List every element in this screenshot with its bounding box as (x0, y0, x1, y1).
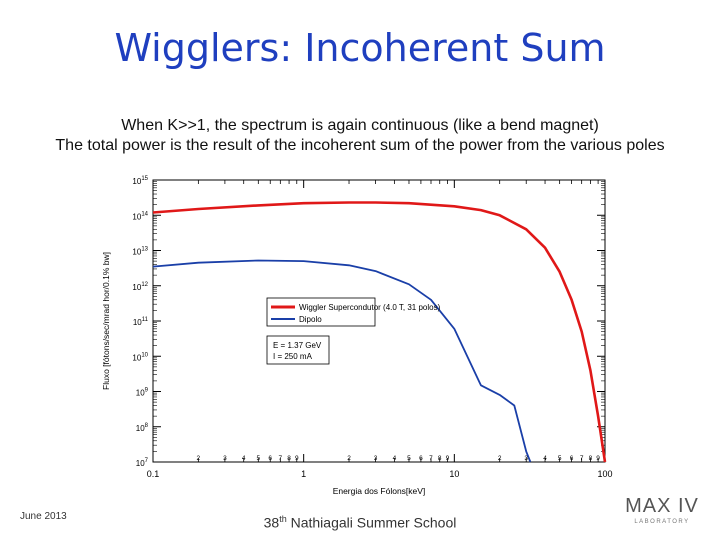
x-minor-tick-label: 2 (498, 455, 502, 462)
subtitle-line-2: The total power is the result of the inc… (55, 137, 665, 154)
subtitle-line-1: When K>>1, the spectrum is again continu… (121, 117, 599, 134)
x-minor-tick-label: 9 (596, 455, 600, 462)
x-minor-tick-label: 3 (374, 455, 378, 462)
x-minor-tick-label: 2 (347, 455, 351, 462)
annotation-box (266, 335, 330, 365)
x-minor-tick-label: 8 (438, 455, 442, 462)
x-minor-tick-label: 6 (268, 455, 272, 462)
x-minor-tick-label: 4 (242, 455, 246, 462)
x-minor-tick-label: 3 (223, 455, 227, 462)
x-minor-tick-label: 5 (558, 455, 562, 462)
x-minor-tick-label: 7 (429, 455, 433, 462)
x-minor-tick-label: 8 (589, 455, 593, 462)
x-minor-tick-label: 7 (279, 455, 283, 462)
x-minor-tick-label: 9 (446, 455, 450, 462)
x-tick-label: 0.1 (147, 469, 160, 479)
legend-label-dipole: Dipolo (299, 315, 322, 324)
x-minor-tick-label: 2 (197, 455, 201, 462)
y-tick-label: 1010 (132, 352, 148, 362)
footer-event-number: 38 (263, 514, 280, 531)
legend-label-wiggler: Wiggler Supercondutor (4.0 T, 31 polos) (299, 303, 441, 312)
chart-annotation: E = 1.37 GeV I = 250 mA (266, 335, 330, 365)
max-iv-logo: MAX IV LABORATORY (625, 495, 699, 525)
footer-date: June 2013 (20, 511, 67, 522)
x-minor-tick-label: 8 (287, 455, 291, 462)
x-minor-tick-label: 3 (524, 455, 528, 462)
y-tick-label: 1011 (133, 317, 149, 327)
x-minor-tick-label: 4 (543, 455, 547, 462)
x-minor-tick-label: 5 (256, 455, 260, 462)
x-minor-tick-label: 9 (295, 455, 299, 462)
y-tick-label: 1014 (132, 211, 148, 221)
annotation-current: I = 250 mA (273, 352, 313, 361)
y-tick-label: 1013 (132, 247, 148, 257)
annotation-energy: E = 1.37 GeV (273, 341, 322, 350)
x-minor-tick-label: 7 (580, 455, 584, 462)
footer-event-ordinal: th (279, 514, 287, 524)
legend-box (266, 297, 376, 327)
series-line-dipole (152, 259, 532, 463)
x-minor-tick-label: 6 (570, 455, 574, 462)
y-tick-label: 108 (136, 423, 149, 433)
y-tick-label: 107 (136, 458, 149, 468)
slide-title: Wigglers: Incoherent Sum (114, 26, 606, 70)
logo-subtext: LABORATORY (634, 519, 689, 525)
x-minor-tick-label: 4 (393, 455, 397, 462)
series-line-wiggler (152, 201, 607, 463)
y-tick-label: 109 (136, 388, 149, 398)
y-tick-label: 1012 (132, 282, 148, 292)
x-minor-tick-label: 5 (407, 455, 411, 462)
footer-event: 38th Nathiagali Summer School (0, 514, 720, 531)
footer-event-name: Nathiagali Summer School (286, 514, 457, 531)
y-tick-label: 1015 (132, 176, 148, 186)
y-axis-label: Fluxo [fótons/sec/mrad hor/0.1% bw] (101, 252, 111, 390)
plot-frame (152, 179, 606, 463)
x-tick-label: 100 (597, 469, 612, 479)
x-tick-label: 1 (301, 469, 306, 479)
chart-series-group (152, 201, 607, 463)
chart-legend: Wiggler Supercondutor (4.0 T, 31 polos) … (266, 297, 441, 327)
logo-wordmark: MAX IV (625, 495, 699, 517)
x-tick-label: 10 (449, 469, 459, 479)
x-minor-tick-label: 6 (419, 455, 423, 462)
x-axis-label: Energia dos Fólons[keV] (333, 486, 426, 496)
